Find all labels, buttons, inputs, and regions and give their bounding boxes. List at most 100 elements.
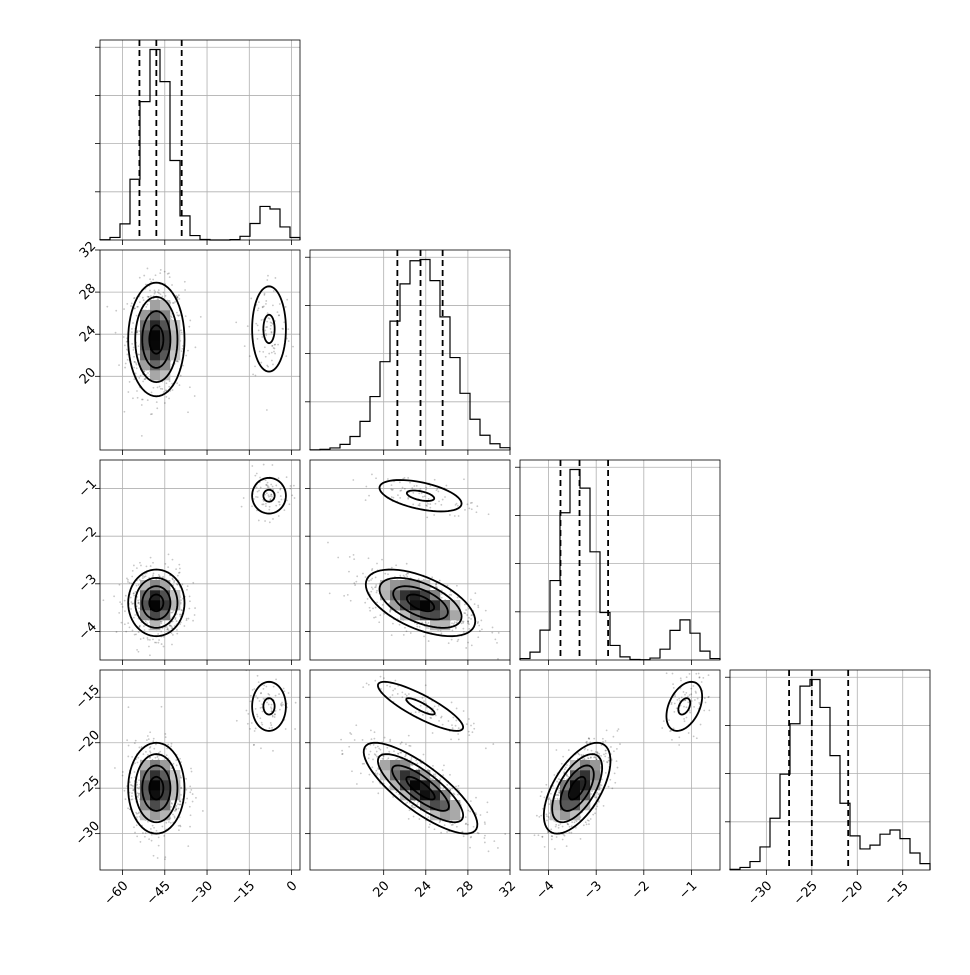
sample-point [443,764,445,767]
sample-point [172,302,175,304]
density-cell [410,770,421,781]
sample-point [175,620,178,622]
density-cell [410,790,421,801]
sample-point [586,819,589,822]
sample-point [253,688,256,690]
sample-point [270,724,273,726]
sample-point [422,753,425,756]
sample-point [141,296,144,299]
sample-point [277,343,279,346]
sample-point [607,785,610,788]
sample-point [260,361,263,364]
sample-point [262,305,265,308]
sample-point [276,311,279,314]
sample-point [271,714,274,717]
sample-point [496,641,498,644]
density-cell [440,790,451,801]
sample-point [353,739,356,741]
sample-point [160,622,163,625]
sample-point [543,845,546,848]
sample-point [275,504,278,507]
sample-point [269,321,272,324]
y-tick-label: −15 [73,682,103,712]
sample-point [432,778,435,780]
sample-point [260,319,263,321]
sample-point [426,516,429,519]
sample-point [404,693,407,696]
sample-point [136,835,139,838]
sample-point [157,573,160,576]
sample-point [141,577,144,580]
panel-frame [309,669,511,871]
sample-point [251,688,254,691]
sample-point [275,678,277,681]
sample-point [180,329,183,332]
sample-point [477,621,480,623]
sample-point [177,824,180,827]
sample-point [182,344,184,347]
sample-point [535,814,538,817]
density-cell [580,800,591,811]
density-cell [160,350,171,361]
sample-point [684,693,686,696]
sample-point [440,632,443,635]
sample-point [148,639,151,641]
sample-point [129,596,132,599]
sample-point [251,505,253,508]
sample-point [278,501,281,503]
sample-point [133,355,135,358]
sample-point [614,781,617,784]
sample-point [685,692,688,694]
density-cell [450,810,461,821]
contour-line [665,680,704,732]
sample-point [462,710,465,712]
sample-point [370,738,373,741]
sample-point [374,616,377,619]
sample-point [476,831,479,834]
sample-point [124,610,126,613]
sample-point [446,784,449,786]
sample-point [684,699,687,702]
sample-point [368,773,371,776]
sample-point [133,771,136,773]
sample-point [602,804,605,807]
sample-point [181,583,184,586]
sample-point [537,834,540,837]
sample-point [376,589,378,592]
sample-point [179,800,182,803]
density-panel [327,473,500,660]
sample-point [133,826,135,829]
sample-point [173,809,176,812]
sample-point [370,586,373,589]
sample-point [355,724,358,727]
sample-point [124,366,126,369]
sample-point [446,584,449,587]
sample-point [352,553,355,556]
sample-point [405,743,407,746]
sample-point [126,353,129,356]
sample-point [411,804,414,807]
sample-point [589,741,592,744]
sample-point [594,756,596,758]
sample-point [390,566,393,569]
sample-point [400,751,403,754]
sample-point [556,797,559,800]
sample-point [389,610,391,613]
sample-point [185,619,188,622]
sample-point [445,484,448,487]
sample-point [134,590,137,593]
sample-point [493,840,496,842]
sample-point [688,709,691,712]
sample-point [274,277,277,279]
density-cell [570,760,581,771]
sample-point [131,342,134,345]
sample-point [483,837,486,839]
density-cell [400,580,411,591]
x-tick-label: −30 [186,878,216,908]
sample-point [278,303,281,305]
contour-line [251,680,287,732]
sample-point [399,574,402,577]
sample-point [165,382,168,385]
sample-point [698,676,701,679]
sample-point [389,685,391,688]
